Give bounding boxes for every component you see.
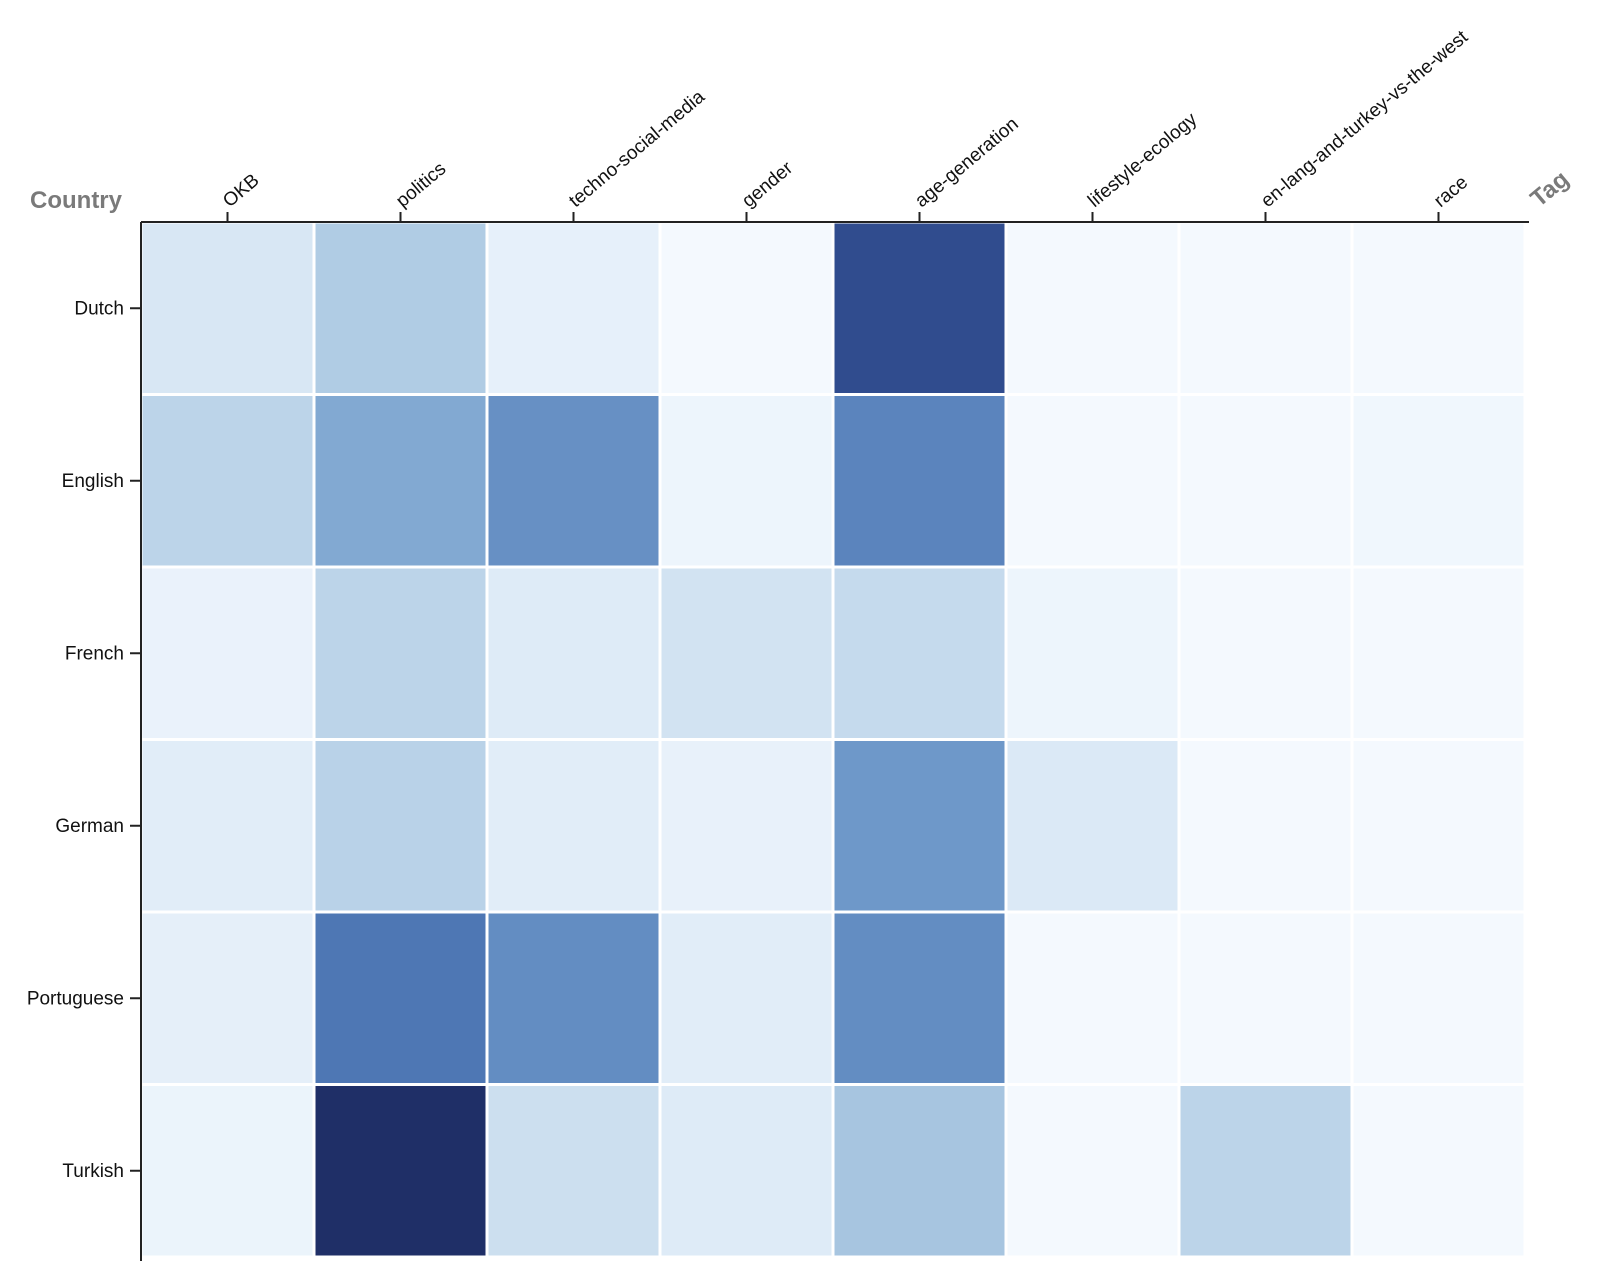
heatmap-cell (658, 1083, 835, 1259)
x-tick-label: gender (738, 157, 797, 212)
x-tick-label: OKB (219, 170, 263, 212)
x-tick-label: en-lang-and-turkey-vs-the-west (1257, 26, 1472, 212)
heatmap-cell (139, 220, 316, 396)
heatmap-cell (485, 910, 662, 1086)
y-tick-label: Turkish (62, 1161, 124, 1182)
x-tick-label: techno-social-media (565, 86, 709, 212)
heatmap-cell (139, 393, 316, 569)
heatmap-cell (658, 393, 835, 569)
heatmap-cell (485, 393, 662, 569)
heatmap-cell (1004, 1083, 1181, 1259)
heatmap-cell (1177, 220, 1354, 396)
x-tick-label: lifestyle-ecology (1084, 109, 1201, 212)
heatmap-cell (831, 910, 1008, 1086)
heatmap-cell (139, 910, 316, 1086)
heatmap-cell (1350, 738, 1527, 914)
heatmap-cell (658, 565, 835, 741)
heatmap-cell (139, 565, 316, 741)
x-axis-title: Tag (1526, 166, 1575, 213)
heatmap-cell (658, 738, 835, 914)
heatmap-cell (312, 565, 489, 741)
heatmap-cell (312, 393, 489, 569)
x-tick-label: race (1430, 172, 1472, 212)
heatmap-cell (312, 220, 489, 396)
y-tick-label: Dutch (74, 298, 124, 319)
heatmap-cell (831, 220, 1008, 396)
heatmap-cell (1177, 393, 1354, 569)
heatmap-cell (1004, 393, 1181, 569)
x-tick-label: politics (392, 158, 450, 211)
heatmap-cell (139, 1083, 316, 1259)
heatmap-cell (658, 220, 835, 396)
heatmap-cell (831, 565, 1008, 741)
heatmap-cell (1004, 565, 1181, 741)
heatmap-cell (831, 1083, 1008, 1259)
heatmap-cell (1350, 1083, 1527, 1259)
heatmap-cell (1177, 910, 1354, 1086)
y-axis: Dutch English French German Portuguese Turkis… (27, 222, 142, 1261)
x-tick-label: age-generation (911, 114, 1022, 212)
y-tick-label: English (62, 471, 124, 492)
heatmap-cells (139, 220, 1527, 1259)
heatmap-cell (485, 565, 662, 741)
heatmap-cell (831, 393, 1008, 569)
y-tick-label: Portuguese (27, 988, 124, 1009)
y-axis-title: Country (30, 187, 123, 214)
y-tick-label: German (55, 816, 124, 837)
heatmap-cell (1350, 565, 1527, 741)
x-axis: OKB politics techno-social-media gender age-… (141, 26, 1529, 223)
heatmap-cell (1004, 738, 1181, 914)
heatmap-cell (312, 1083, 489, 1259)
heatmap-cell (485, 738, 662, 914)
heatmap-cell (312, 910, 489, 1086)
heatmap-cell (1350, 910, 1527, 1086)
heatmap-cell (1177, 1083, 1354, 1259)
heatmap-cell (1004, 910, 1181, 1086)
heatmap-cell (1177, 565, 1354, 741)
heatmap-cell (1350, 393, 1527, 569)
heatmap-cell (139, 738, 316, 914)
heatmap-cell (1177, 738, 1354, 914)
heatmap-cell (831, 738, 1008, 914)
heatmap-cell (1004, 220, 1181, 396)
heatmap-cell (485, 220, 662, 396)
heatmap-cell (485, 1083, 662, 1259)
heatmap-cell (312, 738, 489, 914)
y-tick-label: French (65, 643, 124, 664)
heatmap-cell (658, 910, 835, 1086)
heatmap-cell (1350, 220, 1527, 396)
